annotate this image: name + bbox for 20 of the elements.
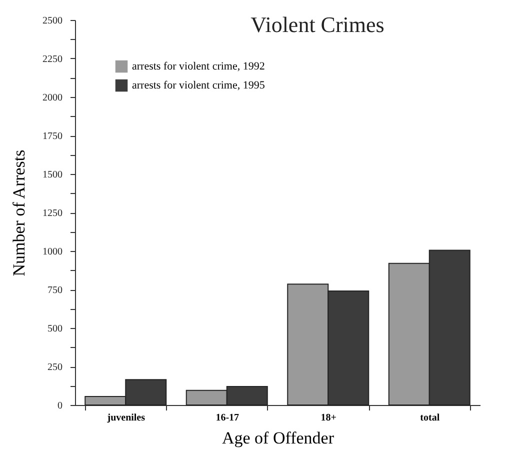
y-tick-label: 2250 [42,54,62,65]
legend-label: arrests for violent crime, 1995 [132,80,266,92]
y-tick-label: 0 [58,400,62,412]
y-tick-label: 1750 [42,131,62,142]
x-axis-title: Age of Offender [222,428,334,448]
y-tick-label: 1000 [42,246,62,258]
y-tick-label: 1500 [42,170,62,180]
y-axis-title: Number of Arrests [10,150,28,276]
y-tick-label: 2500 [42,16,62,26]
y-tick-label: 250 [48,362,62,373]
x-tick-label: 16-17 [216,412,240,424]
x-tick-label: 18+ [320,412,337,424]
x-tick-label: juveniles [106,412,146,424]
chart-title: Violent Crimes [250,12,384,37]
y-tick-label: 1250 [42,208,62,219]
y-tick-label: 2000 [42,92,62,104]
y-tick-label: 500 [48,324,62,334]
x-tick-label: total [420,412,440,424]
legend-label: arrests for violent crime, 1992 [132,60,265,72]
y-tick-label: 750 [48,285,62,296]
